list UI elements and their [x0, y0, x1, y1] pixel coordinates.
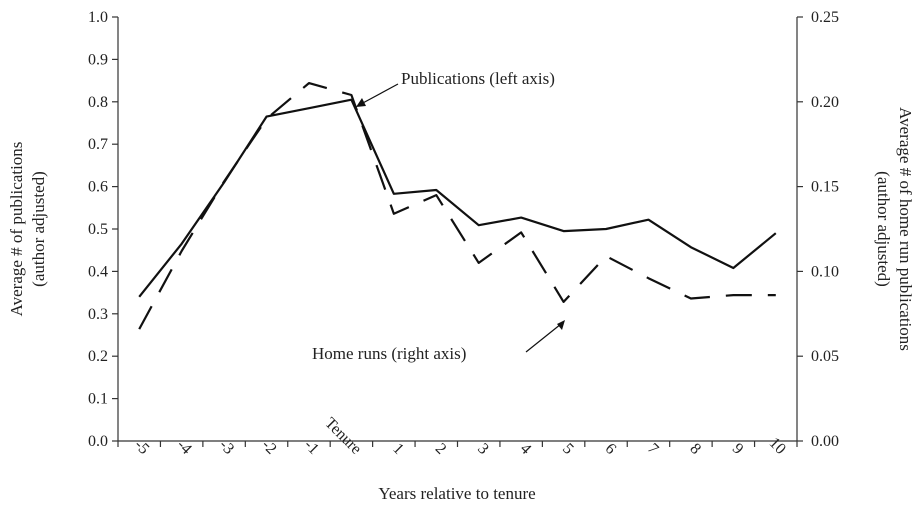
x-tick-label: 8: [686, 440, 704, 458]
left-tick-label: 0.1: [88, 391, 108, 408]
home-runs-annotation: Home runs (right axis): [312, 344, 466, 363]
home-runs-line: [138, 81, 776, 330]
publications-arrowhead: [356, 98, 366, 107]
publications-annotation-arrow: [360, 83, 399, 105]
x-tick-label: 7: [644, 440, 662, 458]
left-tick-label: 0.0: [88, 433, 108, 450]
right-tick-label: 0.00: [811, 433, 839, 450]
left-tick-label: 0.8: [88, 94, 108, 111]
x-tick-label: 9: [729, 440, 747, 458]
left-tick-label: 0.5: [88, 221, 108, 238]
x-tick-label: 2: [432, 440, 450, 458]
right-tick-label: 0.20: [811, 94, 839, 111]
x-tick-label: -3: [216, 436, 237, 457]
right-axis-title-line2: (author adjusted): [874, 171, 893, 287]
left-axis-title-line2: (author adjusted): [29, 171, 48, 287]
home-runs-annotation-arrow: [525, 323, 562, 353]
right-axis-title-line1: Average # of home run publications: [896, 107, 915, 351]
left-tick-label: 0.4: [88, 263, 108, 280]
x-tick-label: 4: [517, 440, 535, 458]
x-tick-label: 1: [389, 440, 407, 458]
left-tick-label: 1.0: [88, 9, 108, 26]
left-axis-title-line1: Average # of publications: [7, 142, 26, 317]
left-tick-label: 0.3: [88, 306, 108, 323]
left-tick-label: 0.7: [88, 136, 108, 153]
left-tick-label: 0.2: [88, 348, 108, 365]
home-runs-arrowhead: [557, 320, 565, 330]
right-tick-label: 0.25: [811, 9, 839, 26]
publications-line: [138, 98, 777, 298]
left-tick-label: 0.6: [88, 179, 108, 196]
x-tick-label: 5: [559, 440, 577, 458]
x-tick-label: 3: [474, 440, 492, 458]
x-tick-label: Tenure: [321, 415, 364, 458]
x-tick-label: 6: [602, 440, 620, 458]
x-tick-label: 10: [766, 434, 789, 457]
x-tick-label: -4: [173, 436, 194, 457]
x-tick-label: -5: [131, 436, 152, 457]
left-tick-label: 0.9: [88, 51, 108, 68]
x-tick-label: -1: [301, 436, 322, 457]
x-axis-title: Years relative to tenure: [378, 484, 535, 503]
right-tick-label: 0.05: [811, 348, 839, 365]
x-tick-label: -2: [258, 436, 279, 457]
right-tick-label: 0.15: [811, 179, 839, 196]
publications-annotation: Publications (left axis): [401, 69, 555, 88]
right-tick-label: 0.10: [811, 263, 839, 280]
